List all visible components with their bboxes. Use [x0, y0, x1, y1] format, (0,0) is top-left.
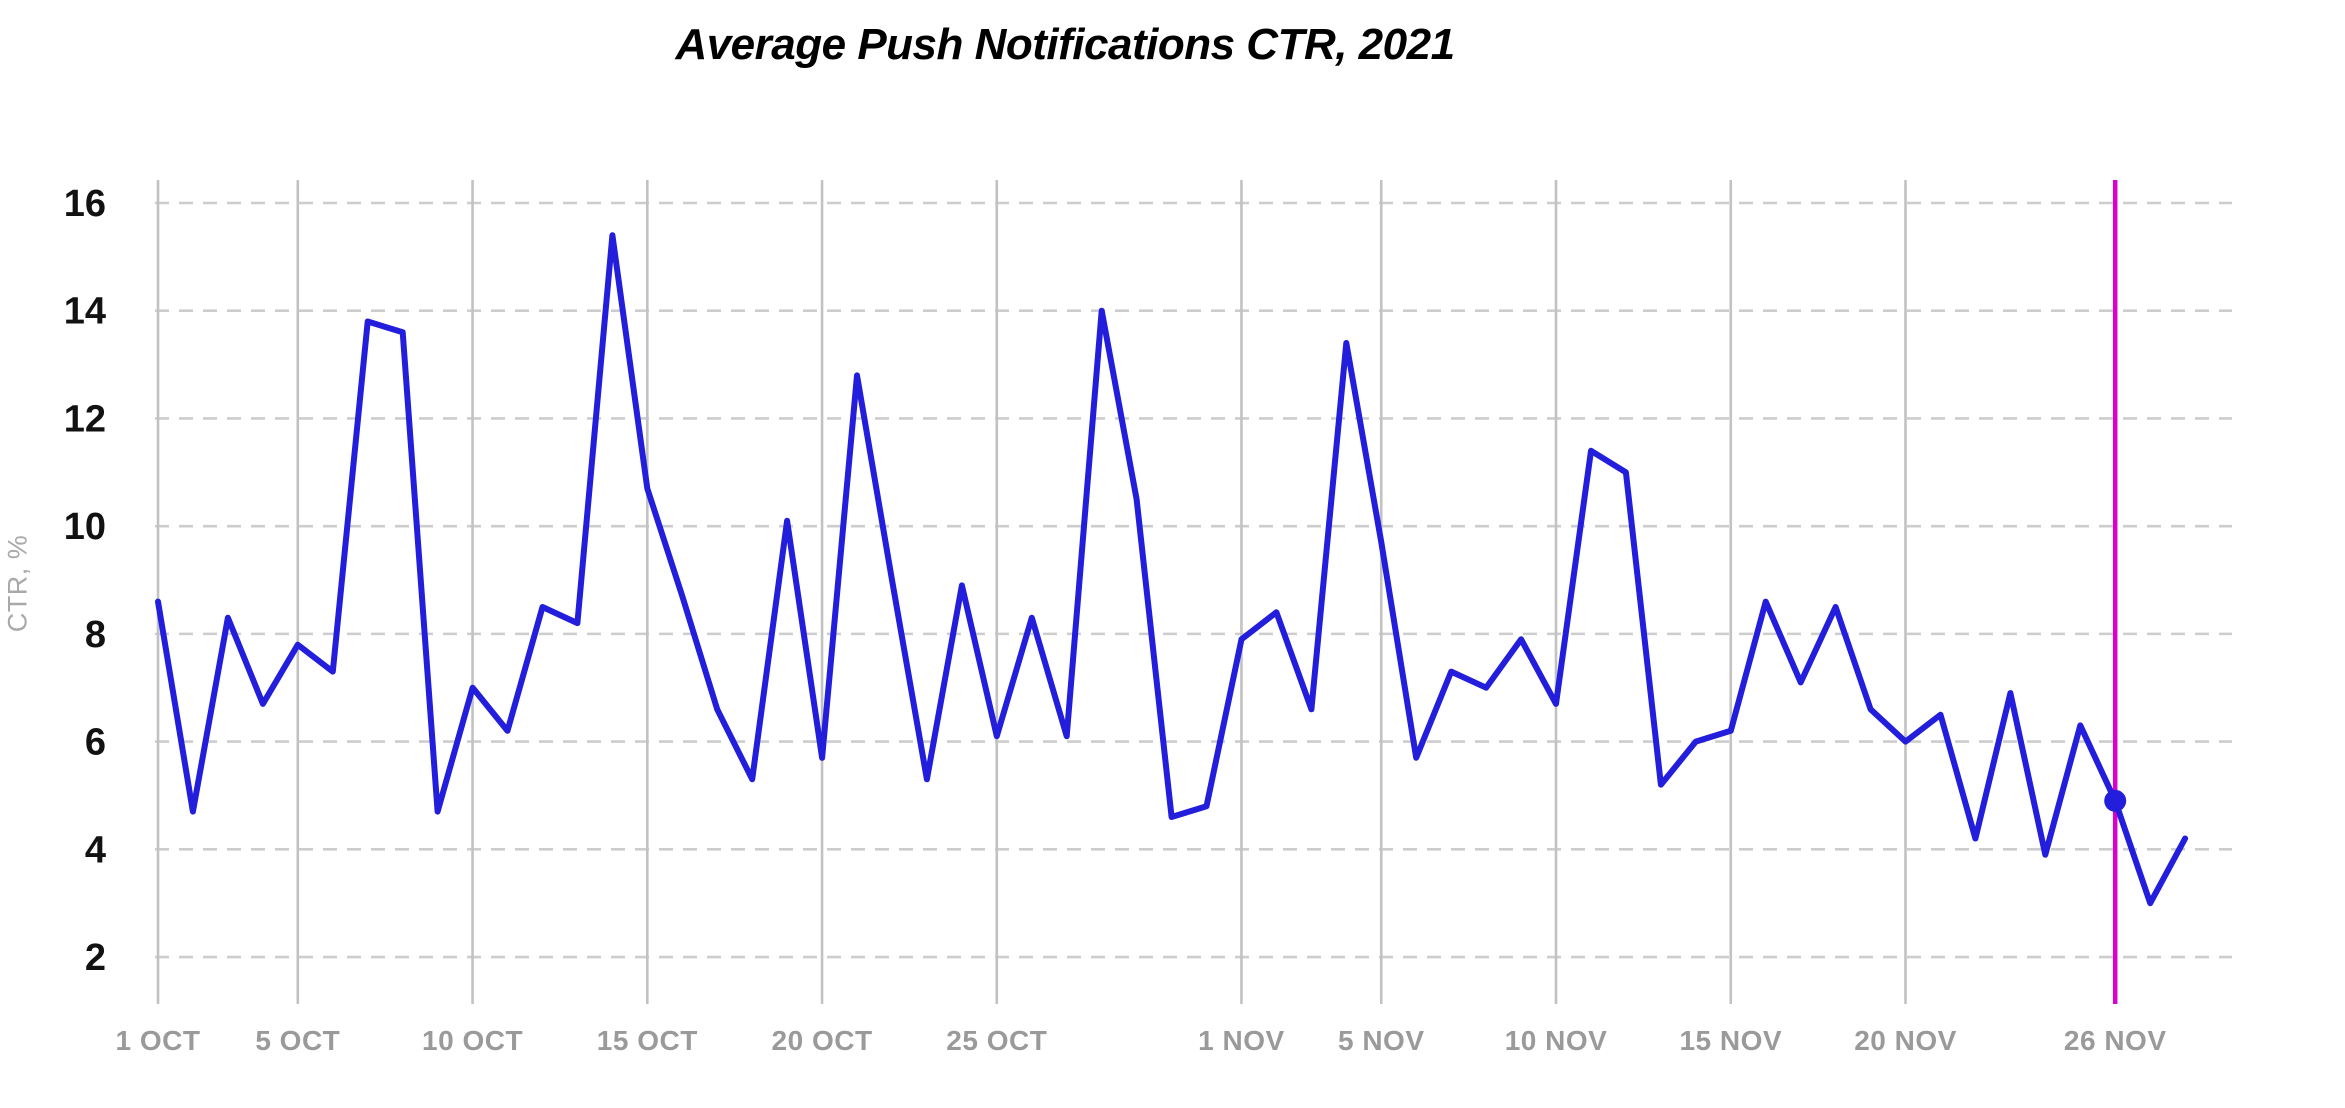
- y-tick-label: 2: [85, 937, 106, 979]
- x-grid-and-ticks: 1 OCT 5 OCT 10 OCT 15 OCT 20 OCT 25 OCT 1 NOV 5…: [116, 180, 2167, 1056]
- y-tick-label: 14: [64, 291, 106, 333]
- x-tick-label: 15 NOV: [1679, 1025, 1782, 1056]
- x-tick-label: 20 OCT: [772, 1025, 873, 1056]
- x-tick-label: 5 OCT: [255, 1025, 340, 1056]
- highlight-point: [2104, 789, 2127, 812]
- x-tick-label: 10 OCT: [422, 1025, 523, 1056]
- y-tick-label: 6: [85, 722, 106, 764]
- x-tick-label: 1 OCT: [116, 1025, 201, 1056]
- x-tick-label: 20 NOV: [1854, 1025, 1957, 1056]
- y-tick-label: 12: [64, 398, 106, 440]
- x-tick-label: 25 OCT: [946, 1025, 1047, 1056]
- chart-title: Average Push Notifications CTR, 2021: [675, 20, 1455, 69]
- x-tick-label-highlight: 26 NOV: [2064, 1025, 2167, 1056]
- y-tick-label: 10: [64, 506, 106, 548]
- x-tick-label: 15 OCT: [597, 1025, 698, 1056]
- chart-header: Average Push Notifications CTR, 2021: [0, 20, 2130, 70]
- x-tick-label: 1 NOV: [1198, 1025, 1285, 1056]
- y-tick-label: 4: [85, 829, 106, 871]
- x-tick-label: 5 NOV: [1338, 1025, 1425, 1056]
- ctr-series-line: [155, 232, 2189, 907]
- y-tick-label: 16: [64, 183, 106, 225]
- y-grid-and-ticks: 16 14 12 10 8 6 4 2: [64, 183, 2232, 979]
- y-tick-label: 8: [85, 614, 106, 656]
- x-tick-label: 10 NOV: [1505, 1025, 1608, 1056]
